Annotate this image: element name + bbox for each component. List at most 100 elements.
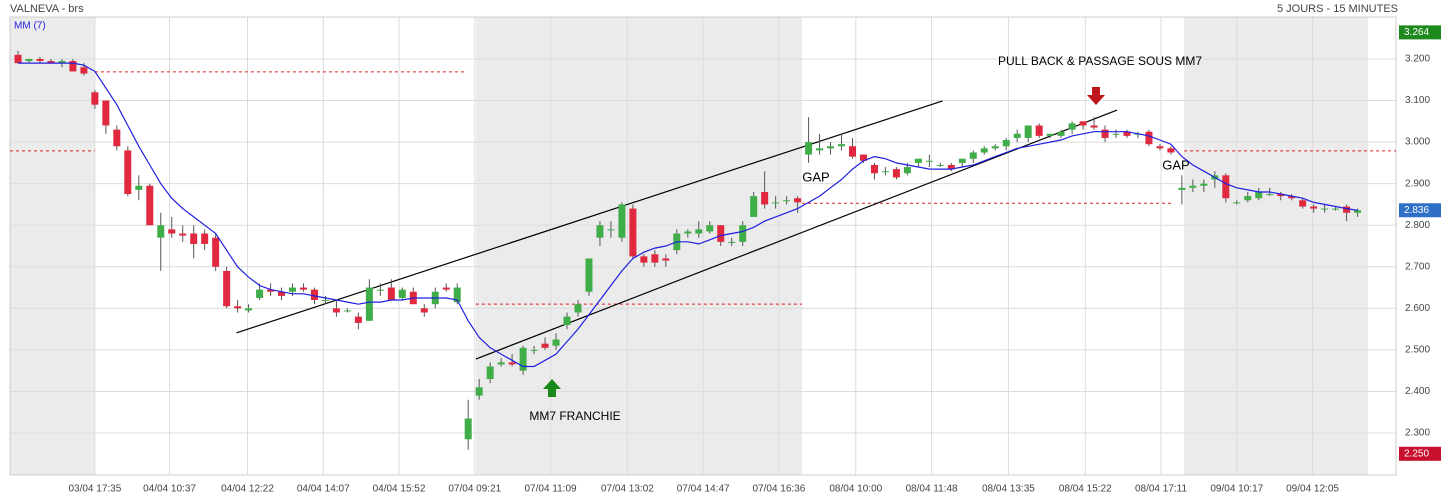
candle-body (508, 362, 516, 365)
candle-body (991, 146, 999, 149)
candle-body (640, 256, 648, 263)
candle-body (1079, 121, 1087, 126)
x-tick-label: 08/04 15:22 (1059, 484, 1112, 495)
candle-body (1332, 208, 1340, 210)
arrow-up (543, 379, 561, 397)
candle-body (201, 233, 209, 244)
legend-label: MM (7) (14, 21, 46, 32)
chart-subtitle: 5 JOURS - 15 MINUTES (1277, 3, 1398, 15)
candle-body (903, 167, 911, 174)
candle-body (1222, 175, 1230, 199)
candle-body (585, 258, 593, 292)
y-tick-label: 2.900 (1405, 178, 1430, 189)
candle-body (541, 343, 549, 348)
moving-average-line (18, 62, 1358, 368)
x-tick-label: 08/04 10:00 (829, 484, 882, 495)
chart-title: VALNEVA - brs (10, 3, 84, 15)
candle-body (1178, 187, 1186, 190)
candle-body (14, 54, 22, 64)
candle-body (1244, 196, 1252, 201)
candle-body (1057, 131, 1065, 136)
candle-body (486, 366, 494, 379)
candle-body (80, 67, 88, 74)
candle-body (838, 144, 846, 147)
candle-body (859, 154, 867, 161)
y-tick-label: 2.300 (1405, 428, 1430, 439)
candle-body (1299, 200, 1307, 207)
candle-body (717, 225, 725, 242)
candle-body (870, 164, 878, 174)
candle-body (1343, 206, 1351, 213)
annotation: GAP (1162, 157, 1189, 172)
candle-body (442, 287, 450, 290)
annotation: GAP (802, 169, 829, 184)
candle-body (245, 308, 253, 311)
candle-body (881, 171, 889, 173)
candle-body (914, 158, 922, 163)
candle-body (750, 196, 758, 217)
candle-body (969, 152, 977, 159)
x-tick-label: 07/04 13:02 (601, 484, 654, 495)
candle-body (761, 191, 769, 205)
candle-body (47, 61, 55, 64)
candle-body (662, 258, 670, 261)
candle-body (1112, 133, 1120, 135)
candle-body (179, 233, 187, 236)
candle-body (124, 150, 132, 195)
price-label-box (1399, 203, 1441, 218)
candle-body (783, 200, 791, 202)
candle-body (25, 58, 33, 62)
candle-body (343, 310, 351, 312)
arrow-down (1087, 87, 1105, 105)
candle-body (1035, 125, 1043, 136)
candle-body (1002, 140, 1010, 147)
candle-body (398, 289, 406, 298)
x-tick-label: 09/04 10:17 (1210, 484, 1263, 495)
candle-body (519, 347, 527, 371)
candle-body (321, 300, 329, 302)
candle-body (1068, 123, 1076, 130)
candle-body (684, 231, 692, 234)
annotation: MM7 FRANCHIE (529, 409, 620, 423)
candle-body (1321, 208, 1329, 210)
candle-body (980, 148, 988, 153)
session-shade (10, 17, 95, 475)
candle-body (596, 225, 604, 238)
candle-body (794, 198, 802, 203)
candle-body (420, 308, 428, 313)
price-label: 3.264 (1404, 27, 1429, 38)
candle-body (1255, 191, 1263, 199)
candle-body (1200, 183, 1208, 186)
y-tick-label: 2.600 (1405, 303, 1430, 314)
candle-body (1024, 125, 1032, 138)
candle-body (1013, 133, 1021, 138)
y-tick-label: 3.100 (1405, 95, 1430, 106)
price-label-box (1399, 446, 1441, 461)
candle-body (267, 289, 275, 292)
candle-body (1277, 194, 1285, 197)
candle-body (629, 208, 637, 257)
price-label-box (1399, 25, 1441, 40)
candle-body (1310, 206, 1318, 209)
candle-body (212, 237, 220, 267)
x-tick-label: 07/04 16:36 (753, 484, 806, 495)
candle-body (223, 270, 231, 307)
candle-body (1266, 194, 1274, 196)
candle-body (706, 225, 714, 232)
x-tick-label: 08/04 13:35 (982, 484, 1035, 495)
candle-body (805, 142, 813, 155)
x-tick-label: 03/04 17:35 (68, 484, 121, 495)
y-tick-label: 3.200 (1405, 54, 1430, 65)
candle-body (190, 233, 198, 244)
candle-body (168, 229, 176, 234)
candle-body (936, 164, 944, 166)
candle-body (772, 202, 780, 204)
candle-body (848, 146, 856, 157)
candle-body (387, 287, 395, 301)
x-tick-label: 09/04 12:05 (1286, 484, 1339, 495)
candle-body (1101, 129, 1109, 138)
y-tick-label: 2.700 (1405, 261, 1430, 272)
session-shade (476, 17, 802, 475)
candle-body (376, 289, 384, 291)
candle-body (1090, 125, 1098, 128)
